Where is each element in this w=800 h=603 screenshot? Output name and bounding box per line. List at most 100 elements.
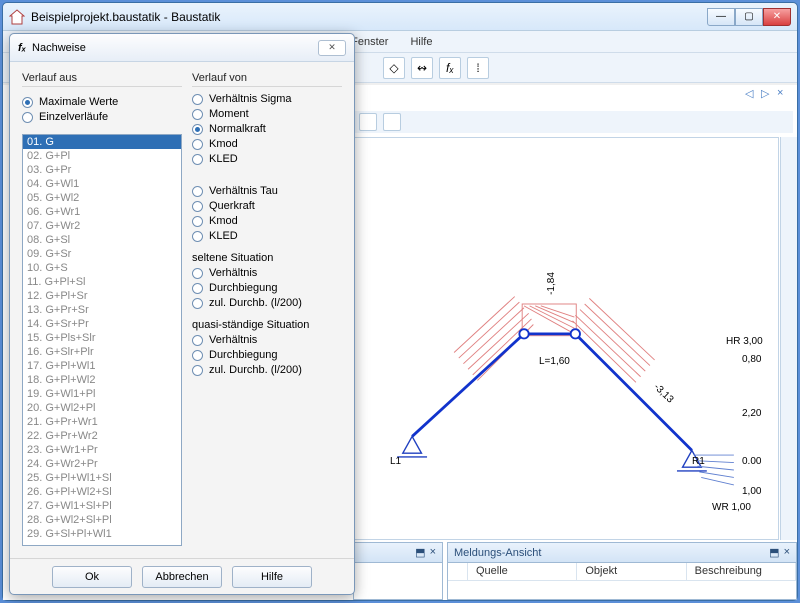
- bottom-panels: ⬒× Meldungs-Ansicht ⬒× Quelle Objekt Bes…: [353, 542, 797, 600]
- list-item[interactable]: 24. G+Wr2+Pr: [23, 457, 181, 471]
- radio-option[interactable]: Verhältnis Tau: [192, 185, 342, 197]
- ok-button[interactable]: Ok: [52, 566, 132, 588]
- list-item[interactable]: 25. G+Pl+Wl1+Sl: [23, 471, 181, 485]
- list-item[interactable]: 06. G+Wr1: [23, 205, 181, 219]
- radio-option[interactable]: KLED: [192, 153, 342, 165]
- radio-option[interactable]: Moment: [192, 108, 342, 120]
- column-header[interactable]: [448, 563, 468, 580]
- radio-icon: [192, 231, 203, 242]
- group-label: Verlauf aus: [22, 72, 182, 87]
- dialog-right-column: Verlauf von Verhältnis Sigma Moment Normal…: [192, 72, 342, 546]
- radio-icon: [192, 268, 203, 279]
- list-item[interactable]: 16. G+Slr+Plr: [23, 345, 181, 359]
- close-icon[interactable]: ×: [784, 546, 790, 559]
- list-item[interactable]: 08. G+Sl: [23, 233, 181, 247]
- list-item[interactable]: 13. G+Pr+Sr: [23, 303, 181, 317]
- diagram-label: 0.00: [742, 456, 761, 467]
- list-item[interactable]: 05. G+Wl2: [23, 191, 181, 205]
- minimize-button[interactable]: —: [707, 8, 735, 26]
- toolbar-icon[interactable]: ⁞: [467, 57, 489, 79]
- list-item[interactable]: 11. G+Pl+Sl: [23, 275, 181, 289]
- list-item[interactable]: 12. G+Pl+Sr: [23, 289, 181, 303]
- radio-option[interactable]: Maximale Werte: [22, 96, 182, 108]
- list-item[interactable]: 09. G+Sr: [23, 247, 181, 261]
- radio-option[interactable]: Kmod: [192, 215, 342, 227]
- list-item[interactable]: 07. G+Wr2: [23, 219, 181, 233]
- radio-option[interactable]: Verhältnis Sigma: [192, 93, 342, 105]
- toolbar-icon[interactable]: ◇: [383, 57, 405, 79]
- list-item[interactable]: 02. G+Pl: [23, 149, 181, 163]
- list-item[interactable]: 23. G+Wr1+Pr: [23, 443, 181, 457]
- list-item[interactable]: 14. G+Sr+Pr: [23, 317, 181, 331]
- radio-option[interactable]: zul. Durchb. (l/200): [192, 297, 342, 309]
- radio-option[interactable]: Verhältnis: [192, 267, 342, 279]
- pin-icon[interactable]: ⬒: [769, 546, 779, 559]
- nav-right-icon[interactable]: ▷: [761, 87, 775, 101]
- radio-option[interactable]: Querkraft: [192, 200, 342, 212]
- radio-label: zul. Durchb. (l/200): [209, 297, 302, 309]
- list-item[interactable]: 18. G+Pl+Wl2: [23, 373, 181, 387]
- toolbar-icon[interactable]: ↭: [411, 57, 433, 79]
- list-item[interactable]: 20. G+Wl2+Pl: [23, 401, 181, 415]
- radio-label: Verhältnis Tau: [209, 185, 278, 197]
- vertical-scrollbar[interactable]: [780, 137, 797, 540]
- diagram-label: WR 1,00: [712, 502, 751, 513]
- list-item[interactable]: 22. G+Pr+Wr2: [23, 429, 181, 443]
- dialog-close-button[interactable]: ✕: [318, 40, 346, 56]
- radio-label: Moment: [209, 108, 249, 120]
- help-button[interactable]: Hilfe: [232, 566, 312, 588]
- radio-option[interactable]: zul. Durchb. (l/200): [192, 364, 342, 376]
- main-window: Beispielprojekt.baustatik - Baustatik — …: [2, 2, 798, 601]
- radio-icon: [192, 216, 203, 227]
- menu-item[interactable]: Hilfe: [406, 34, 436, 50]
- column-header[interactable]: Objekt: [577, 563, 686, 580]
- radio-option[interactable]: Einzelverläufe: [22, 111, 182, 123]
- load-case-listbox[interactable]: 01. G02. G+Pl03. G+Pr04. G+Wl105. G+Wl20…: [22, 134, 182, 546]
- radio-icon: [192, 124, 203, 135]
- radio-icon: [192, 335, 203, 346]
- radio-icon: [192, 139, 203, 150]
- list-item[interactable]: 03. G+Pr: [23, 163, 181, 177]
- column-header[interactable]: Quelle: [468, 563, 577, 580]
- nav-close-icon[interactable]: ×: [777, 87, 791, 101]
- list-item[interactable]: 19. G+Wl1+Pl: [23, 387, 181, 401]
- radio-option[interactable]: Kmod: [192, 138, 342, 150]
- close-icon[interactable]: ×: [430, 546, 436, 559]
- view-icon[interactable]: [383, 113, 401, 131]
- group-label: Verlauf von: [192, 72, 342, 87]
- cancel-button[interactable]: Abbrechen: [142, 566, 222, 588]
- radio-option[interactable]: Durchbiegung: [192, 349, 342, 361]
- list-item[interactable]: 17. G+Pl+Wl1: [23, 359, 181, 373]
- radio-label: Kmod: [209, 215, 238, 227]
- list-item[interactable]: 28. G+Wl2+Sl+Pl: [23, 513, 181, 527]
- toolbar-icon[interactable]: fₓ: [439, 57, 461, 79]
- list-item[interactable]: 26. G+Pl+Wl2+Sl: [23, 485, 181, 499]
- close-button[interactable]: ✕: [763, 8, 791, 26]
- radio-option[interactable]: KLED: [192, 230, 342, 242]
- radio-option[interactable]: Normalkraft: [192, 123, 342, 135]
- nav-left-icon[interactable]: ◁: [745, 87, 759, 101]
- radio-icon: [22, 97, 33, 108]
- list-item[interactable]: 29. G+Sl+Pl+Wl1: [23, 527, 181, 541]
- section-label: seltene Situation: [192, 252, 342, 264]
- secondary-toolbar: [353, 111, 793, 133]
- maximize-button[interactable]: ▢: [735, 8, 763, 26]
- pin-icon[interactable]: ⬒: [415, 546, 425, 559]
- radio-label: Querkraft: [209, 200, 255, 212]
- radio-option[interactable]: Verhältnis: [192, 334, 342, 346]
- list-item[interactable]: 21. G+Pr+Wr1: [23, 415, 181, 429]
- fx-icon: fₓ: [18, 42, 26, 54]
- dialog-footer: Ok Abbrechen Hilfe: [10, 558, 354, 594]
- radio-icon: [192, 298, 203, 309]
- dialog-body: Verlauf aus Maximale Werte Einzelverläufe…: [10, 62, 354, 556]
- radio-label: Durchbiegung: [209, 282, 278, 294]
- list-item[interactable]: 04. G+Wl1: [23, 177, 181, 191]
- radio-option[interactable]: Durchbiegung: [192, 282, 342, 294]
- view-icon[interactable]: [359, 113, 377, 131]
- list-item[interactable]: 27. G+Wl1+Sl+Pl: [23, 499, 181, 513]
- list-item[interactable]: 15. G+Pls+Slr: [23, 331, 181, 345]
- list-item[interactable]: 10. G+S: [23, 261, 181, 275]
- column-header[interactable]: Beschreibung: [687, 563, 796, 580]
- list-item[interactable]: 01. G: [23, 135, 181, 149]
- drawing-canvas[interactable]: -1,84 L=1,60 -3,13 R1 L1 HR 3,00 0,80 2,…: [353, 137, 779, 540]
